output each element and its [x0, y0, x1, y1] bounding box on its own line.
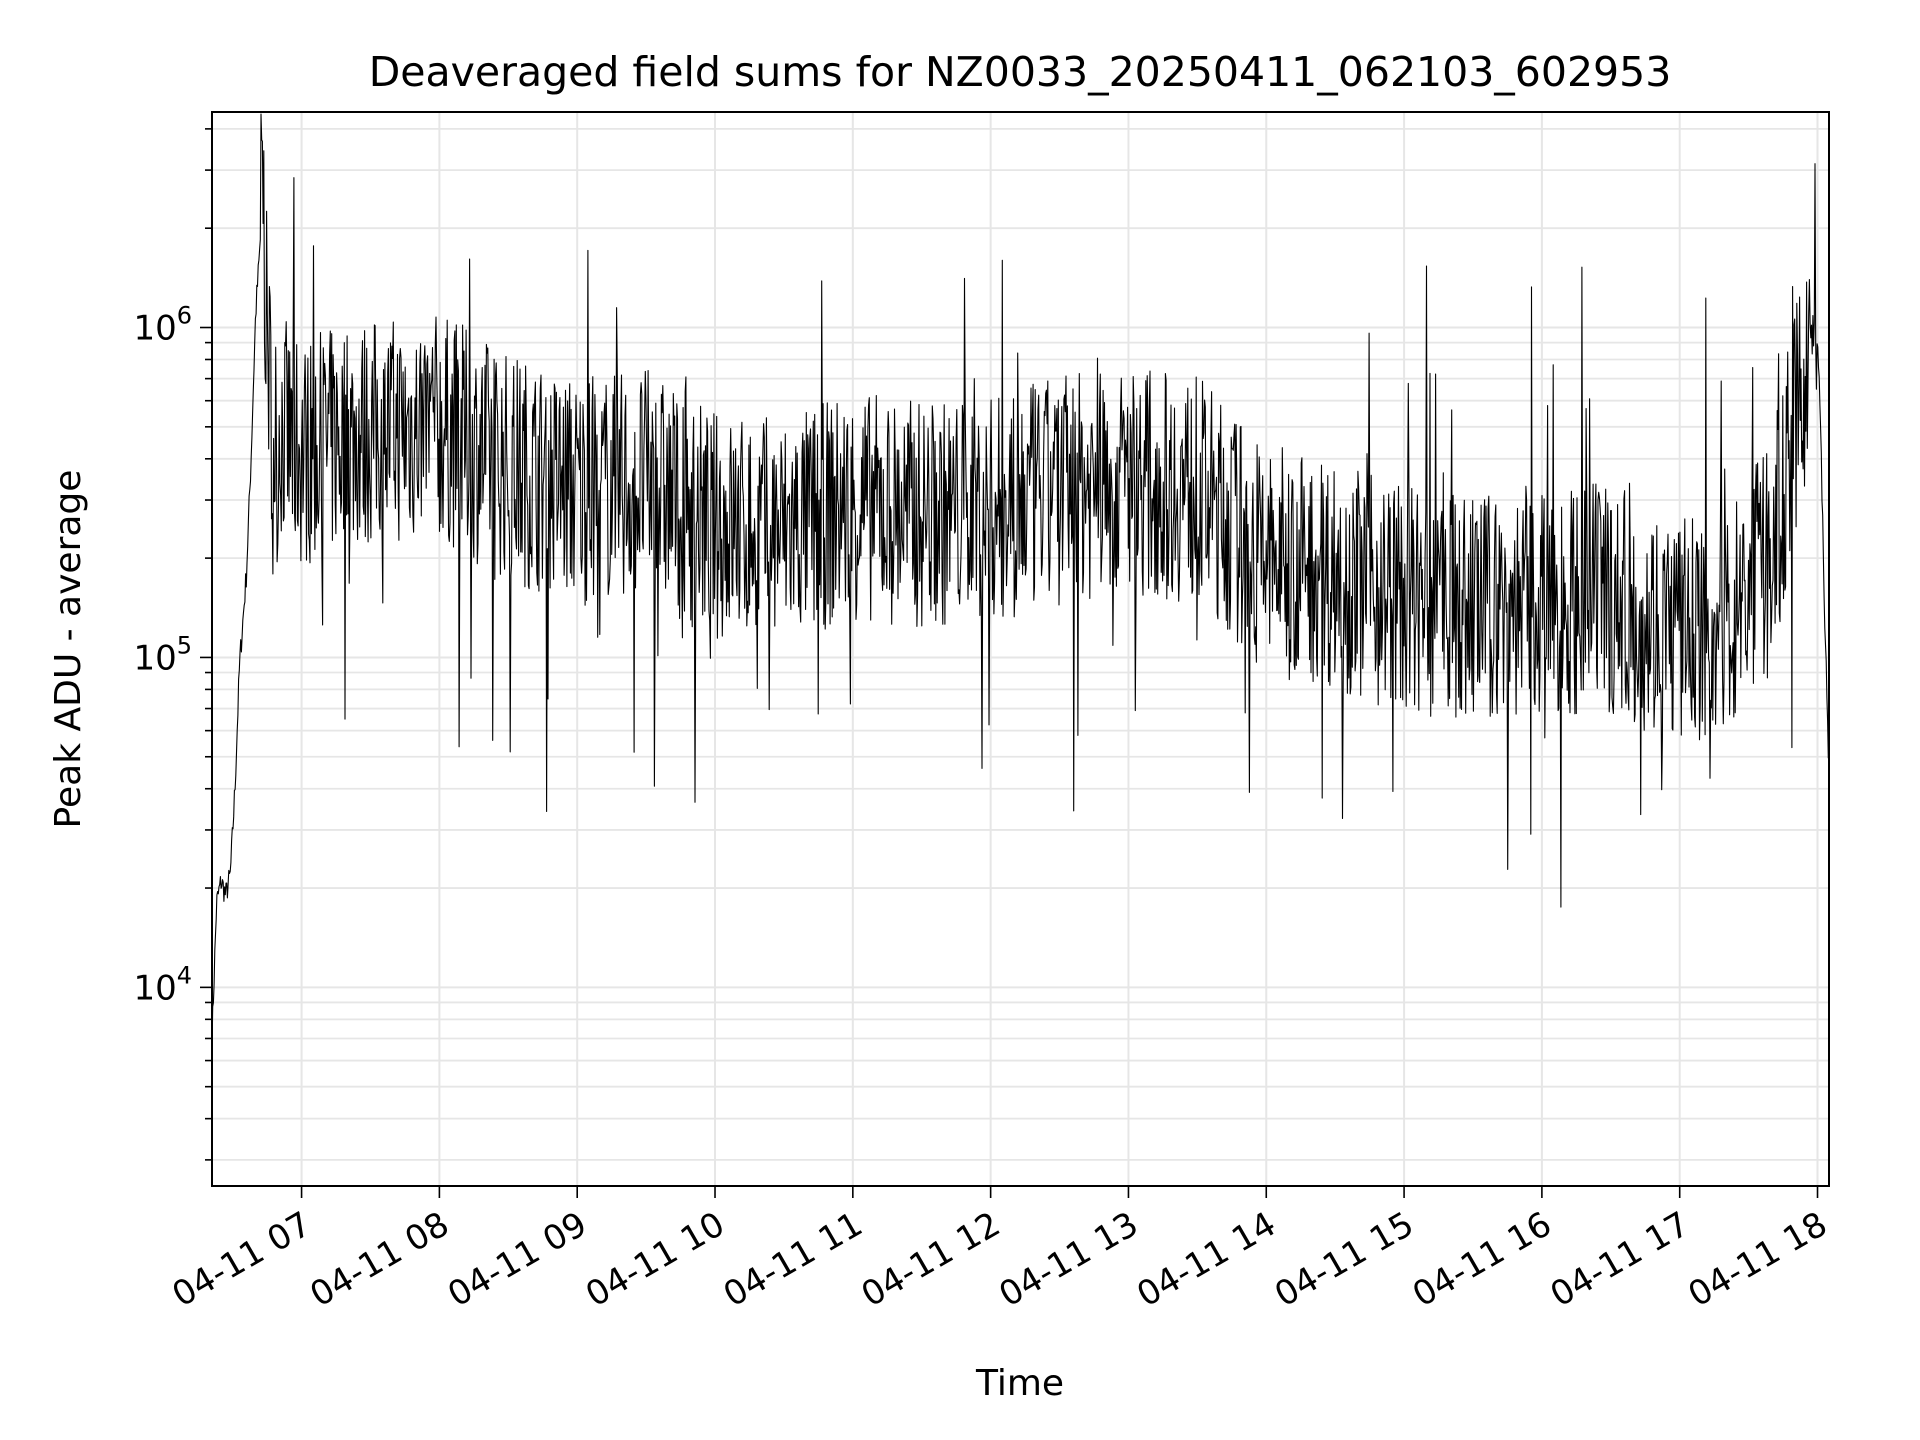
y-tick-label: 106: [133, 302, 192, 349]
y-tick-label: 104: [133, 961, 192, 1008]
grid-lines: [212, 112, 1829, 1186]
plot-frame: [211, 111, 1830, 1187]
series-line: [211, 113, 1829, 1052]
y-axis: 104 105 106: [133, 128, 212, 1161]
chart-title: Deaveraged field sums for NZ0033_2025041…: [369, 48, 1672, 96]
y-tick-label: 105: [133, 631, 192, 678]
x-axis-label: Time: [975, 1363, 1064, 1404]
series-trace: [211, 113, 1829, 1052]
y-axis-label: Peak ADU - average: [48, 470, 89, 829]
